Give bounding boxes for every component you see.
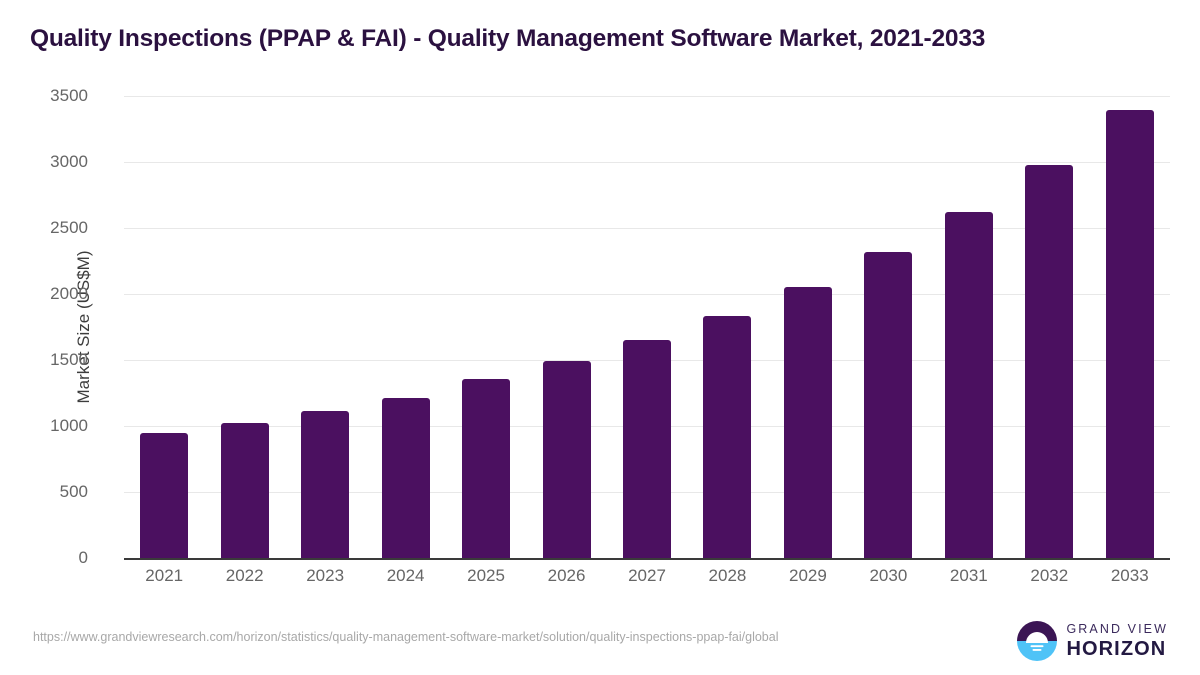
y-axis-tick-label: 500 <box>59 482 88 501</box>
x-axis-tick-label: 2028 <box>708 566 747 585</box>
horizon-logo-icon <box>1017 621 1058 661</box>
logo-line-2: HORIZON <box>1066 637 1167 660</box>
bar[interactable] <box>1105 109 1154 558</box>
logo-wordmark: GRAND VIEW HORIZON <box>1066 623 1168 659</box>
y-axis-tick-label: 1500 <box>50 350 88 369</box>
bar[interactable] <box>381 397 430 558</box>
bar[interactable] <box>1025 164 1074 558</box>
x-axis-tick-label: 2029 <box>789 566 827 585</box>
bar[interactable] <box>703 315 752 558</box>
x-axis-tick-label: 2027 <box>628 566 666 585</box>
y-axis-tick-label: 3000 <box>50 152 88 171</box>
bar[interactable] <box>140 433 189 558</box>
bar[interactable] <box>944 211 993 558</box>
x-axis-tick-label: 2030 <box>869 566 908 585</box>
x-axis-tick-label: 2031 <box>949 566 988 585</box>
y-axis-tick-label: 3500 <box>50 86 88 105</box>
grand-view-horizon-logo: GRAND VIEW HORIZON <box>1017 621 1168 661</box>
y-axis-tick-label: 2500 <box>50 218 88 237</box>
source-url[interactable]: https://www.grandviewresearch.com/horizo… <box>33 630 779 644</box>
x-axis-tick-label: 2023 <box>306 566 345 585</box>
logo-line-1: GRAND VIEW <box>1066 622 1168 637</box>
bar[interactable] <box>864 252 913 558</box>
x-axis-tick-label: 2032 <box>1030 566 1069 585</box>
bar[interactable] <box>542 361 591 558</box>
bar[interactable] <box>462 379 511 558</box>
bar[interactable] <box>301 411 350 558</box>
y-axis-tick-label: 0 <box>78 548 88 567</box>
bar[interactable] <box>623 339 671 558</box>
x-axis-tick-label: 2022 <box>225 566 264 585</box>
y-axis-tick-label: 1000 <box>50 416 88 435</box>
bar[interactable] <box>783 287 832 558</box>
page-title: Quality Inspections (PPAP & FAI) - Quali… <box>30 25 986 52</box>
y-axis-title: Market Size (US$M) <box>74 250 93 404</box>
y-axis-tick-label: 2000 <box>50 284 88 303</box>
x-axis-tick-label: 2024 <box>386 566 425 585</box>
gridline <box>124 96 1170 97</box>
bar[interactable] <box>220 423 269 558</box>
x-axis-tick-label: 2026 <box>547 566 586 585</box>
x-axis-line <box>124 558 1170 560</box>
x-axis-tick-label: 2021 <box>145 566 184 585</box>
x-axis-tick-label: 2025 <box>467 566 505 585</box>
gridline <box>124 228 1170 229</box>
gridline <box>124 294 1170 295</box>
x-axis-tick-label: 2033 <box>1110 566 1149 585</box>
plot-area: Market Size (US$M) 0 500 1000 1500 2000 2500 30… <box>50 86 1170 567</box>
gridline <box>124 162 1170 163</box>
